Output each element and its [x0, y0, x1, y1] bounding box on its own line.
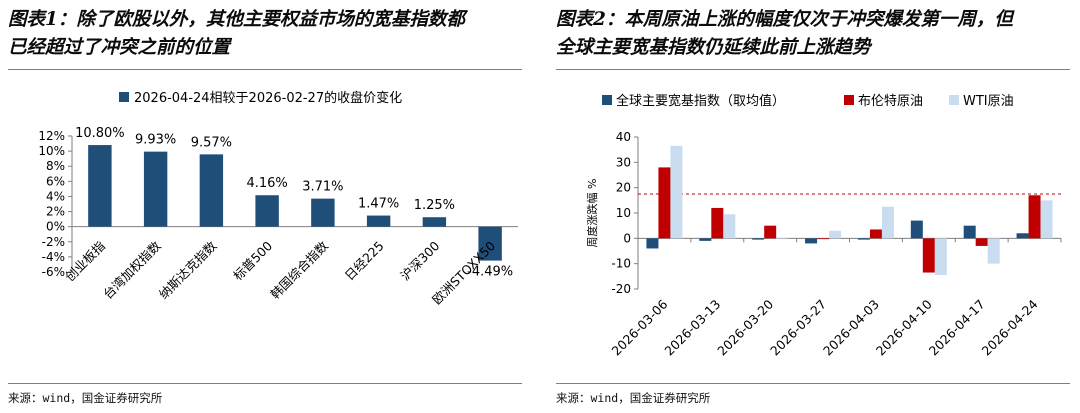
x-tick-label: 台湾加权指数	[100, 238, 164, 302]
y-axis-title: 周度涨跌幅 %	[585, 179, 599, 248]
divider	[556, 69, 1070, 70]
bar	[764, 225, 777, 239]
y-tick-label: 40	[616, 130, 631, 144]
legend-swatch	[949, 95, 959, 105]
bar	[934, 238, 947, 276]
bar	[1028, 195, 1041, 239]
x-tick-label: 标普500	[230, 238, 275, 283]
bar	[1040, 200, 1053, 239]
legend-swatch	[602, 95, 612, 105]
data-label: 10.80%	[75, 126, 125, 141]
x-tick-label: 韩国综合指数	[267, 238, 331, 302]
chart-title-line: 图表2：本周原油上涨的幅度仅次于冲突爆发第一周，但	[556, 9, 1013, 30]
bar	[670, 145, 683, 239]
x-tick-label: 纳斯达克指数	[156, 238, 220, 302]
bar	[752, 238, 765, 240]
bar	[922, 238, 935, 273]
bar	[829, 230, 842, 239]
legend-swatch	[119, 92, 129, 102]
chart-panel-left: 图表1：除了欧股以外，其他主要权益市场的宽基指数都 已经超过了冲突之前的位置 2…	[8, 0, 528, 413]
bar	[143, 151, 168, 227]
legend-label: 2026-04-24相较于2026-02-27的收盘价变化	[134, 90, 402, 106]
y-tick-label: -4%	[42, 250, 65, 264]
bar	[805, 238, 818, 244]
bar	[199, 154, 224, 227]
x-tick-label: 创业板指	[62, 238, 108, 284]
bar	[366, 215, 391, 227]
y-tick-label: 10%	[38, 144, 65, 158]
source-note: 来源：wind，国金证券研究所	[8, 391, 163, 405]
data-label: 1.25%	[414, 198, 455, 213]
chart-title-line: 图表1：除了欧股以外，其他主要权益市场的宽基指数都	[8, 9, 465, 30]
y-tick-label: 6%	[46, 174, 65, 188]
data-label: 9.57%	[191, 135, 232, 150]
data-label: 1.47%	[358, 197, 399, 212]
bar	[817, 238, 830, 240]
x-tick-label: 2026-04-10	[873, 296, 935, 358]
data-label: 3.71%	[302, 180, 343, 195]
bar	[723, 214, 736, 239]
chart-title-line: 全球主要宽基指数仍延续此前上涨趋势	[556, 37, 871, 58]
source-note: 来源：wind，国金证券研究所	[556, 391, 711, 405]
y-tick-label: 20	[616, 181, 631, 195]
chart-panel-right: 图表2：本周原油上涨的幅度仅次于冲突爆发第一周，但 全球主要宽基指数仍延续此前上…	[556, 0, 1076, 413]
bar-chart-index-change: 2026-04-24相较于2026-02-27的收盘价变化12%10%8%6%4…	[38, 90, 518, 307]
data-label: 9.93%	[135, 133, 176, 148]
x-tick-label: 2026-04-24	[979, 296, 1041, 358]
x-tick-label: 2026-04-03	[820, 297, 882, 359]
bar	[869, 229, 882, 239]
y-tick-label: 2%	[46, 205, 65, 219]
divider	[8, 383, 522, 384]
data-label: 4.16%	[246, 176, 287, 191]
legend-label: 布伦特原油	[858, 94, 923, 109]
bar	[776, 238, 789, 240]
x-tick-label: 2026-03-13	[661, 297, 723, 359]
x-tick-label: 2026-03-06	[609, 296, 671, 358]
bar	[975, 238, 988, 246]
bar	[88, 145, 112, 227]
x-tick-label: 2026-03-20	[714, 296, 776, 358]
x-tick-label: 沪深300	[397, 238, 442, 283]
bar	[711, 207, 724, 239]
chart-title: 图表2：本周原油上涨的幅度仅次于冲突爆发第一周，但 全球主要宽基指数仍延续此前上…	[556, 6, 1076, 62]
x-tick-label: 日经225	[342, 238, 387, 283]
y-tick-label: 8%	[46, 159, 65, 173]
bar	[1016, 233, 1029, 239]
y-tick-label: 4%	[46, 189, 65, 203]
bar	[987, 238, 1000, 264]
bar	[311, 198, 335, 227]
y-tick-label: -6%	[42, 265, 65, 279]
divider	[556, 383, 1070, 384]
bar	[478, 226, 502, 261]
x-tick-label: 2026-04-17	[926, 297, 988, 359]
chart-title: 图表1：除了欧股以外，其他主要权益市场的宽基指数都 已经超过了冲突之前的位置	[8, 6, 528, 62]
bar	[255, 195, 279, 227]
y-tick-label: 0	[623, 231, 631, 245]
y-tick-label: -10	[611, 257, 631, 271]
bar	[658, 167, 671, 239]
bar	[881, 206, 894, 239]
divider	[8, 69, 522, 70]
bar	[963, 225, 976, 239]
y-tick-label: 30	[616, 155, 631, 169]
bar	[910, 220, 923, 239]
bar	[857, 238, 870, 240]
legend-swatch	[844, 95, 854, 105]
bar	[699, 238, 712, 241]
y-tick-label: 12%	[38, 129, 65, 143]
x-tick-label: 2026-03-27	[767, 297, 829, 359]
legend-label: 全球主要宽基指数（取均值）	[616, 93, 785, 109]
data-label: -4.49%	[467, 265, 513, 280]
bar	[422, 217, 447, 227]
y-tick-label: 0%	[46, 220, 65, 234]
chart-title-line: 已经超过了冲突之前的位置	[8, 37, 231, 58]
legend-label: WTI原油	[963, 94, 1014, 109]
y-tick-label: -20	[611, 282, 631, 296]
y-tick-label: -2%	[42, 235, 65, 249]
y-tick-label: 10	[616, 206, 631, 220]
bar	[646, 238, 659, 249]
